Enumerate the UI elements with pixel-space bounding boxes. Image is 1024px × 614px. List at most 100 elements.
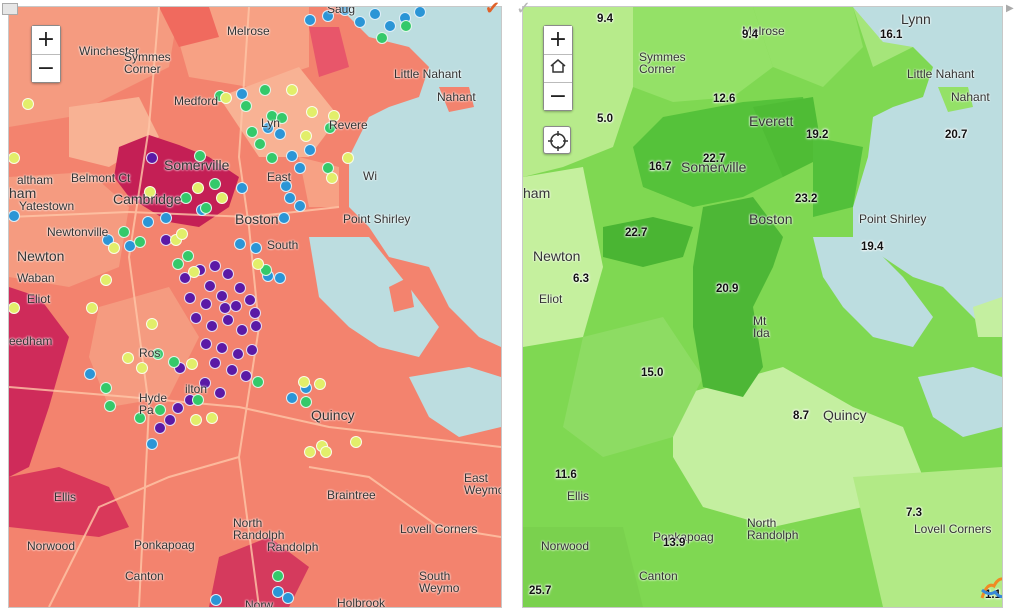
zoom-in-button[interactable]: + — [544, 26, 572, 54]
map-point-yellow[interactable] — [350, 436, 362, 448]
map-point-yellow[interactable] — [22, 98, 34, 110]
map-point-blue[interactable] — [262, 122, 274, 134]
map-point-yellow[interactable] — [176, 228, 188, 240]
map-point-green[interactable] — [324, 122, 336, 134]
map-point-blue[interactable] — [294, 200, 306, 212]
map-point-purple[interactable] — [206, 320, 218, 332]
caret-right-icon[interactable]: ▶ — [1006, 3, 1014, 14]
home-button[interactable] — [544, 54, 572, 82]
map-point-blue[interactable] — [272, 586, 284, 598]
map-point-purple[interactable] — [164, 414, 176, 426]
map-point-purple[interactable] — [232, 348, 244, 360]
map-point-yellow[interactable] — [300, 130, 312, 142]
map-point-blue[interactable] — [250, 242, 262, 254]
map-point-green[interactable] — [300, 396, 312, 408]
map-point-green[interactable] — [246, 126, 258, 138]
map-point-yellow[interactable] — [306, 106, 318, 118]
map-point-blue[interactable] — [236, 182, 248, 194]
map-point-blue[interactable] — [210, 594, 222, 606]
map-point-green[interactable] — [240, 100, 252, 112]
map-point-blue[interactable] — [278, 212, 290, 224]
map-point-purple[interactable] — [154, 422, 166, 434]
map-point-yellow[interactable] — [286, 84, 298, 96]
map-point-yellow[interactable] — [190, 414, 202, 426]
left-map-panel[interactable]: + − Saug Melrose Winchester Symmes Corner Me… — [8, 6, 502, 608]
map-point-blue[interactable] — [369, 8, 381, 20]
right-map-canvas[interactable] — [523, 7, 1002, 607]
map-point-green[interactable] — [194, 150, 206, 162]
map-point-yellow[interactable] — [252, 258, 264, 270]
map-point-blue[interactable] — [84, 368, 96, 380]
map-point-blue[interactable] — [234, 238, 246, 250]
map-point-green[interactable] — [154, 404, 166, 416]
map-point-green[interactable] — [192, 394, 204, 406]
map-point-yellow[interactable] — [314, 378, 326, 390]
map-point-yellow[interactable] — [342, 152, 354, 164]
map-point-purple[interactable] — [240, 370, 252, 382]
map-point-yellow[interactable] — [304, 446, 316, 458]
map-point-yellow[interactable] — [188, 266, 200, 278]
collapse-panel-icon[interactable] — [2, 3, 18, 15]
map-point-purple[interactable] — [246, 344, 258, 356]
map-point-purple[interactable] — [200, 338, 212, 350]
map-point-yellow[interactable] — [86, 302, 98, 314]
map-point-purple[interactable] — [199, 377, 211, 389]
map-point-blue[interactable] — [294, 162, 306, 174]
map-point-blue[interactable] — [384, 20, 396, 32]
map-point-yellow[interactable] — [100, 274, 112, 286]
map-point-purple[interactable] — [236, 324, 248, 336]
map-point-yellow[interactable] — [186, 358, 198, 370]
map-point-purple[interactable] — [214, 387, 226, 399]
map-point-blue[interactable] — [142, 216, 154, 228]
map-point-green[interactable] — [252, 376, 264, 388]
zoom-out-button[interactable]: − — [544, 82, 572, 110]
map-point-green[interactable] — [172, 258, 184, 270]
zoom-out-button[interactable]: − — [32, 54, 60, 82]
map-point-yellow[interactable] — [298, 376, 310, 388]
map-point-yellow[interactable] — [122, 352, 134, 364]
map-point-purple[interactable] — [216, 290, 228, 302]
map-point-green[interactable] — [276, 112, 288, 124]
map-point-purple[interactable] — [200, 298, 212, 310]
map-point-purple[interactable] — [222, 314, 234, 326]
map-point-blue[interactable] — [280, 180, 292, 192]
map-point-blue[interactable] — [304, 144, 316, 156]
map-point-purple[interactable] — [204, 280, 216, 292]
map-point-yellow[interactable] — [144, 186, 156, 198]
map-point-blue[interactable] — [9, 210, 20, 222]
map-point-blue[interactable] — [274, 272, 286, 284]
map-point-green[interactable] — [400, 20, 412, 32]
map-point-yellow[interactable] — [9, 302, 20, 314]
map-point-purple[interactable] — [172, 402, 184, 414]
map-point-blue[interactable] — [286, 150, 298, 162]
map-point-green[interactable] — [376, 32, 388, 44]
map-point-purple[interactable] — [226, 364, 238, 376]
zoom-in-button[interactable]: + — [32, 26, 60, 54]
locate-button[interactable] — [543, 126, 571, 154]
map-point-blue[interactable] — [236, 88, 248, 100]
map-point-purple[interactable] — [234, 282, 246, 294]
map-point-blue[interactable] — [414, 7, 426, 18]
map-point-blue[interactable] — [354, 16, 366, 28]
map-point-blue[interactable] — [339, 7, 351, 16]
map-point-purple[interactable] — [190, 312, 202, 324]
map-point-green[interactable] — [168, 356, 180, 368]
map-point-purple[interactable] — [222, 268, 234, 280]
map-point-blue[interactable] — [146, 438, 158, 450]
map-point-blue[interactable] — [282, 592, 294, 604]
map-point-purple[interactable] — [184, 292, 196, 304]
map-point-purple[interactable] — [249, 307, 261, 319]
map-point-blue[interactable] — [160, 212, 172, 224]
map-point-green[interactable] — [134, 412, 146, 424]
map-point-green[interactable] — [118, 226, 130, 238]
map-point-green[interactable] — [182, 250, 194, 262]
map-point-purple[interactable] — [219, 302, 231, 314]
right-map-panel[interactable]: + − Melrose Lynn Symmes Corner Little Nahan… — [522, 6, 1003, 608]
map-point-yellow[interactable] — [320, 446, 332, 458]
map-point-yellow[interactable] — [328, 110, 340, 122]
check-icon[interactable]: ✔ — [485, 0, 501, 19]
map-point-blue[interactable] — [322, 10, 334, 22]
left-map-canvas[interactable] — [9, 7, 501, 607]
map-point-blue[interactable] — [274, 128, 286, 140]
map-point-yellow[interactable] — [192, 182, 204, 194]
